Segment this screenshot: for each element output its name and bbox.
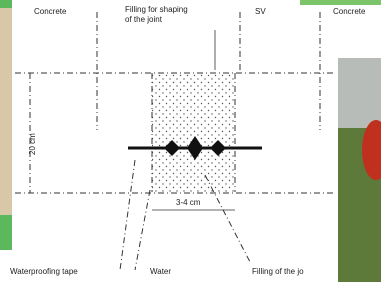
label: of the joint — [125, 15, 163, 24]
label: 3-4 cm — [176, 198, 201, 207]
joint-filling — [152, 73, 235, 192]
label: Concrete — [34, 7, 67, 16]
label: 20 cm — [28, 133, 37, 155]
label: Water — [150, 267, 171, 276]
green-strip — [300, 0, 381, 5]
label: Concrete — [333, 7, 366, 16]
green-strip — [0, 0, 12, 8]
label: SV — [255, 7, 266, 16]
green-block — [0, 215, 12, 250]
leader — [135, 190, 150, 270]
label: Filling of the jo — [252, 267, 304, 276]
label: Filling for shaping — [125, 5, 188, 14]
diagram: Concrete Filling for shaping of the join… — [0, 0, 381, 282]
photo-edge-left — [0, 0, 12, 215]
label: Waterproofing tape — [10, 267, 78, 276]
photo-right — [338, 58, 381, 282]
leader — [120, 160, 135, 270]
